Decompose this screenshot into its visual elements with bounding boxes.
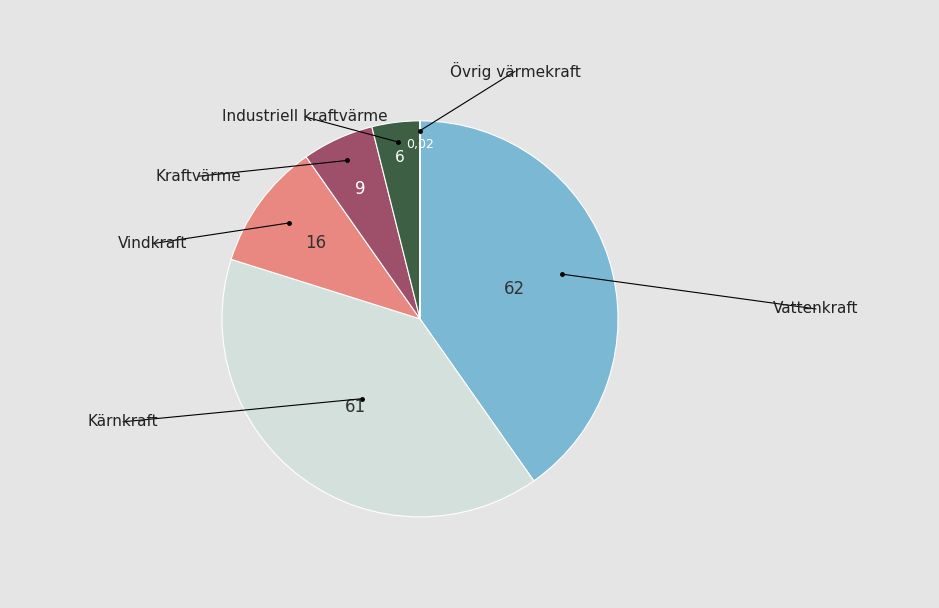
Text: 16: 16 bbox=[305, 234, 327, 252]
Text: Vattenkraft: Vattenkraft bbox=[774, 302, 859, 316]
Wedge shape bbox=[306, 127, 420, 319]
Text: Vindkraft: Vindkraft bbox=[118, 236, 188, 251]
Text: Kraftvärme: Kraftvärme bbox=[155, 169, 241, 184]
Text: 61: 61 bbox=[346, 398, 366, 416]
Text: Övrig värmekraft: Övrig värmekraft bbox=[450, 63, 580, 80]
Wedge shape bbox=[222, 260, 533, 517]
Text: Industriell kraftvärme: Industriell kraftvärme bbox=[223, 109, 388, 125]
Wedge shape bbox=[231, 157, 420, 319]
Text: Kärnkraft: Kärnkraft bbox=[87, 414, 159, 429]
Wedge shape bbox=[372, 121, 420, 319]
Text: 0,02: 0,02 bbox=[406, 138, 434, 151]
Text: 6: 6 bbox=[395, 150, 405, 165]
Text: 9: 9 bbox=[356, 180, 366, 198]
Text: 62: 62 bbox=[504, 280, 525, 298]
Wedge shape bbox=[420, 121, 618, 481]
